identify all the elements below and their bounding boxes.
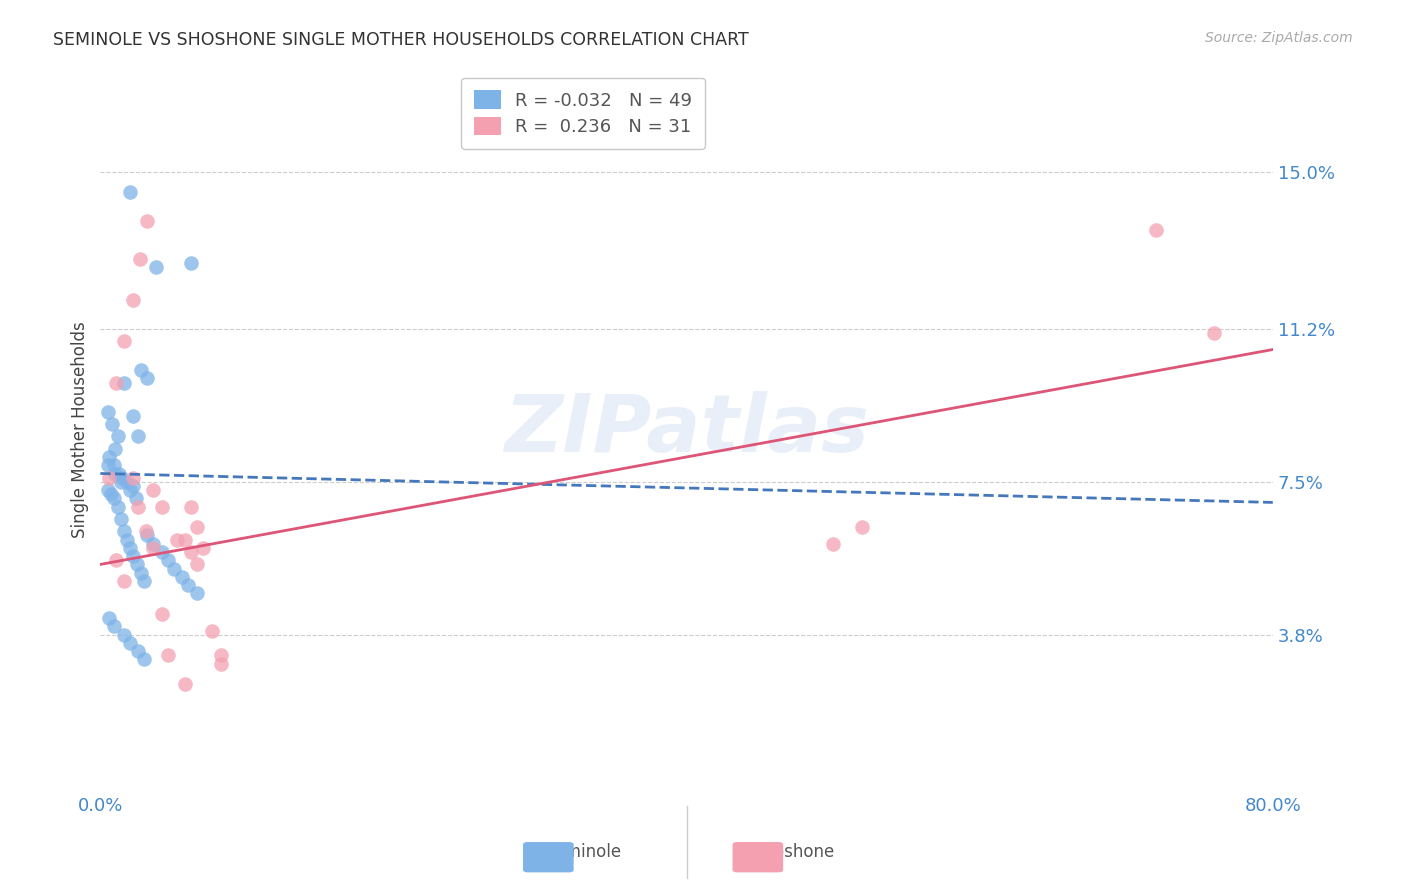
Point	[136, 214, 159, 228]
Point	[97, 483, 120, 497]
Point	[118, 186, 141, 200]
Point	[177, 578, 200, 592]
Legend: R = -0.032   N = 49, R =  0.236   N = 31: R = -0.032 N = 49, R = 0.236 N = 31	[461, 78, 704, 149]
Point	[145, 260, 167, 274]
Point	[209, 648, 232, 663]
Point	[121, 549, 143, 563]
Point	[131, 566, 153, 580]
Point	[108, 467, 131, 481]
Point	[112, 628, 135, 642]
Point	[105, 553, 128, 567]
Point	[107, 429, 129, 443]
Point	[150, 607, 173, 621]
Point	[101, 417, 124, 431]
Text: SEMINOLE VS SHOSHONE SINGLE MOTHER HOUSEHOLDS CORRELATION CHART: SEMINOLE VS SHOSHONE SINGLE MOTHER HOUSE…	[53, 31, 749, 49]
Point	[136, 371, 159, 385]
Point	[142, 541, 165, 555]
Point	[180, 256, 202, 270]
Point	[162, 561, 184, 575]
Point	[103, 491, 125, 506]
Point	[105, 376, 128, 390]
Point	[110, 512, 132, 526]
Point	[121, 479, 143, 493]
Point	[851, 520, 873, 534]
Point	[112, 524, 135, 539]
Point	[118, 541, 141, 555]
Point	[150, 545, 173, 559]
Point	[180, 545, 202, 559]
Text: Shoshone: Shoshone	[754, 843, 835, 861]
Point	[118, 636, 141, 650]
Point	[134, 652, 156, 666]
Point	[97, 458, 120, 473]
Point	[142, 483, 165, 497]
Point	[125, 558, 148, 572]
Point	[98, 611, 121, 625]
Point	[823, 537, 845, 551]
Point	[174, 533, 197, 547]
Point	[115, 475, 138, 489]
Y-axis label: Single Mother Households: Single Mother Households	[72, 322, 89, 539]
Point	[111, 470, 134, 484]
Point	[115, 533, 138, 547]
Point	[131, 363, 153, 377]
Text: ZIPatlas: ZIPatlas	[505, 391, 869, 469]
Point	[98, 450, 121, 464]
Point	[136, 528, 159, 542]
Point	[1204, 326, 1226, 340]
Point	[103, 458, 125, 473]
Point	[103, 619, 125, 633]
Point	[186, 586, 208, 600]
Point	[100, 487, 122, 501]
Point	[121, 409, 143, 423]
Point	[142, 537, 165, 551]
Point	[150, 500, 173, 514]
Point	[112, 574, 135, 588]
Point	[112, 334, 135, 349]
Point	[97, 404, 120, 418]
Point	[118, 483, 141, 497]
Point	[174, 677, 197, 691]
Point	[110, 475, 132, 489]
Point	[129, 252, 152, 266]
Point	[191, 541, 214, 555]
Point	[121, 293, 143, 307]
Point	[180, 500, 202, 514]
Point	[172, 570, 194, 584]
Point	[186, 520, 208, 534]
Point	[1144, 222, 1167, 236]
Point	[104, 467, 127, 481]
Point	[104, 442, 127, 456]
Point	[127, 500, 149, 514]
Point	[112, 376, 135, 390]
Text: Source: ZipAtlas.com: Source: ZipAtlas.com	[1205, 31, 1353, 45]
Point	[121, 470, 143, 484]
Point	[156, 648, 179, 663]
Text: Seminole: Seminole	[546, 843, 621, 861]
Point	[134, 574, 156, 588]
Point	[124, 491, 146, 506]
Point	[127, 644, 149, 658]
Point	[127, 429, 149, 443]
Point	[135, 524, 157, 539]
Point	[156, 553, 179, 567]
Point	[107, 500, 129, 514]
Point	[201, 624, 224, 638]
Point	[209, 657, 232, 671]
Point	[166, 533, 188, 547]
Point	[186, 558, 208, 572]
Point	[98, 470, 121, 484]
